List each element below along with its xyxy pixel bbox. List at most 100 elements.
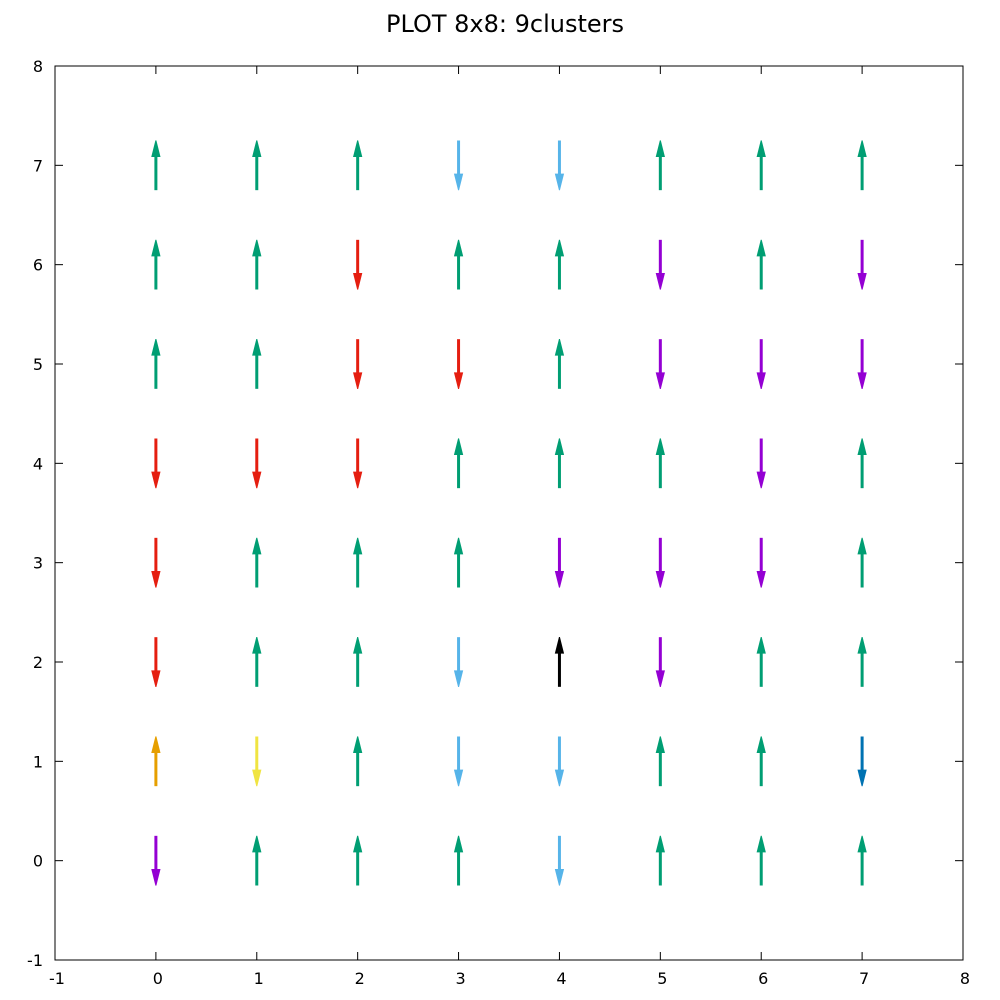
vector-arrow bbox=[756, 339, 766, 389]
vector-arrow bbox=[453, 239, 464, 290]
arrow-head bbox=[353, 537, 363, 555]
vector-arrow bbox=[857, 438, 867, 489]
vector-arrow bbox=[453, 537, 464, 588]
arrow-head bbox=[151, 571, 161, 588]
arrow-head bbox=[151, 736, 161, 753]
vector-arrow bbox=[655, 438, 665, 489]
vector-arrow bbox=[655, 239, 665, 290]
vector-arrow bbox=[252, 736, 262, 787]
vector-arrow bbox=[554, 239, 565, 290]
arrow-head bbox=[756, 736, 766, 753]
arrow-head bbox=[353, 637, 363, 654]
arrow-head bbox=[756, 140, 766, 157]
vector-arrow bbox=[756, 537, 766, 588]
vector-arrow bbox=[756, 438, 766, 489]
y-tick-label: 3 bbox=[33, 554, 43, 573]
arrow-head bbox=[151, 869, 161, 886]
arrow-head bbox=[554, 869, 565, 886]
vector-arrow bbox=[857, 637, 867, 687]
vector-arrow bbox=[554, 835, 565, 886]
arrow-head bbox=[353, 273, 363, 290]
arrow-head bbox=[453, 372, 464, 389]
arrow-head bbox=[857, 273, 867, 290]
arrow-head bbox=[756, 372, 766, 389]
arrow-head bbox=[655, 670, 665, 687]
y-tick-label: 7 bbox=[33, 156, 43, 175]
arrow-head bbox=[353, 736, 363, 753]
vector-arrow bbox=[353, 537, 363, 588]
vector-arrow bbox=[453, 736, 464, 787]
arrow-head bbox=[554, 239, 565, 257]
vector-arrow bbox=[353, 140, 363, 191]
vector-arrow bbox=[756, 637, 766, 687]
arrows-layer bbox=[151, 140, 867, 886]
vector-arrow bbox=[151, 339, 161, 389]
vector-arrow bbox=[353, 438, 363, 489]
arrow-head bbox=[453, 173, 464, 191]
arrow-head bbox=[252, 537, 262, 555]
vector-arrow bbox=[554, 736, 565, 787]
x-tick-label: 1 bbox=[254, 969, 264, 988]
vector-arrow bbox=[353, 339, 363, 389]
arrow-head bbox=[655, 438, 665, 455]
arrow-head bbox=[453, 670, 464, 687]
arrow-head bbox=[655, 736, 665, 753]
arrow-head bbox=[857, 372, 867, 389]
vector-arrow bbox=[655, 140, 665, 191]
vector-arrow bbox=[453, 835, 464, 886]
arrow-head bbox=[252, 835, 262, 853]
arrow-head bbox=[554, 637, 565, 654]
arrow-head bbox=[453, 239, 464, 257]
x-tick-label: 6 bbox=[758, 969, 768, 988]
y-tick-label: 1 bbox=[33, 752, 43, 771]
arrow-head bbox=[857, 140, 867, 157]
vector-arrow bbox=[857, 736, 867, 787]
vector-arrow bbox=[756, 140, 766, 191]
vector-arrow bbox=[151, 140, 161, 191]
vector-arrow bbox=[353, 637, 363, 687]
vector-arrow bbox=[252, 140, 262, 191]
arrow-head bbox=[655, 140, 665, 157]
x-tick-label: 7 bbox=[859, 969, 869, 988]
vector-arrow bbox=[353, 835, 363, 886]
y-tick-label: 5 bbox=[33, 355, 43, 374]
arrow-head bbox=[353, 471, 363, 489]
arrow-head bbox=[756, 571, 766, 588]
chart-title: PLOT 8x8: 9clusters bbox=[386, 10, 624, 38]
x-tick-label: -1 bbox=[49, 969, 65, 988]
vector-arrow bbox=[655, 736, 665, 787]
vector-arrow bbox=[554, 637, 565, 687]
vector-arrow bbox=[453, 438, 464, 489]
arrow-head bbox=[756, 835, 766, 853]
y-tick-label: 6 bbox=[33, 256, 43, 275]
y-tick-label: 2 bbox=[33, 653, 43, 672]
arrow-head bbox=[655, 835, 665, 853]
arrow-head bbox=[252, 339, 262, 356]
vector-arrow bbox=[655, 637, 665, 687]
x-tick-label: 0 bbox=[153, 969, 163, 988]
vector-arrow bbox=[857, 339, 867, 389]
arrow-head bbox=[857, 835, 867, 853]
vector-arrow bbox=[756, 736, 766, 787]
arrow-head bbox=[857, 537, 867, 555]
vector-arrow bbox=[151, 438, 161, 489]
vector-arrow bbox=[151, 537, 161, 588]
vector-arrow bbox=[655, 537, 665, 588]
x-tick-label: 2 bbox=[355, 969, 365, 988]
vector-arrow bbox=[252, 835, 262, 886]
y-tick-label: -1 bbox=[27, 951, 43, 970]
vector-arrow bbox=[554, 339, 565, 389]
vector-arrow bbox=[857, 835, 867, 886]
arrow-head bbox=[151, 670, 161, 687]
arrow-head bbox=[554, 571, 565, 588]
x-tick-label: 5 bbox=[657, 969, 667, 988]
arrow-head bbox=[453, 769, 464, 787]
arrow-head bbox=[453, 835, 464, 853]
vector-arrow bbox=[151, 835, 161, 886]
x-tick-label: 4 bbox=[556, 969, 566, 988]
vector-arrow bbox=[453, 637, 464, 687]
vector-arrow bbox=[554, 537, 565, 588]
arrow-head bbox=[453, 438, 464, 455]
arrow-head bbox=[151, 140, 161, 157]
arrow-head bbox=[857, 769, 867, 787]
